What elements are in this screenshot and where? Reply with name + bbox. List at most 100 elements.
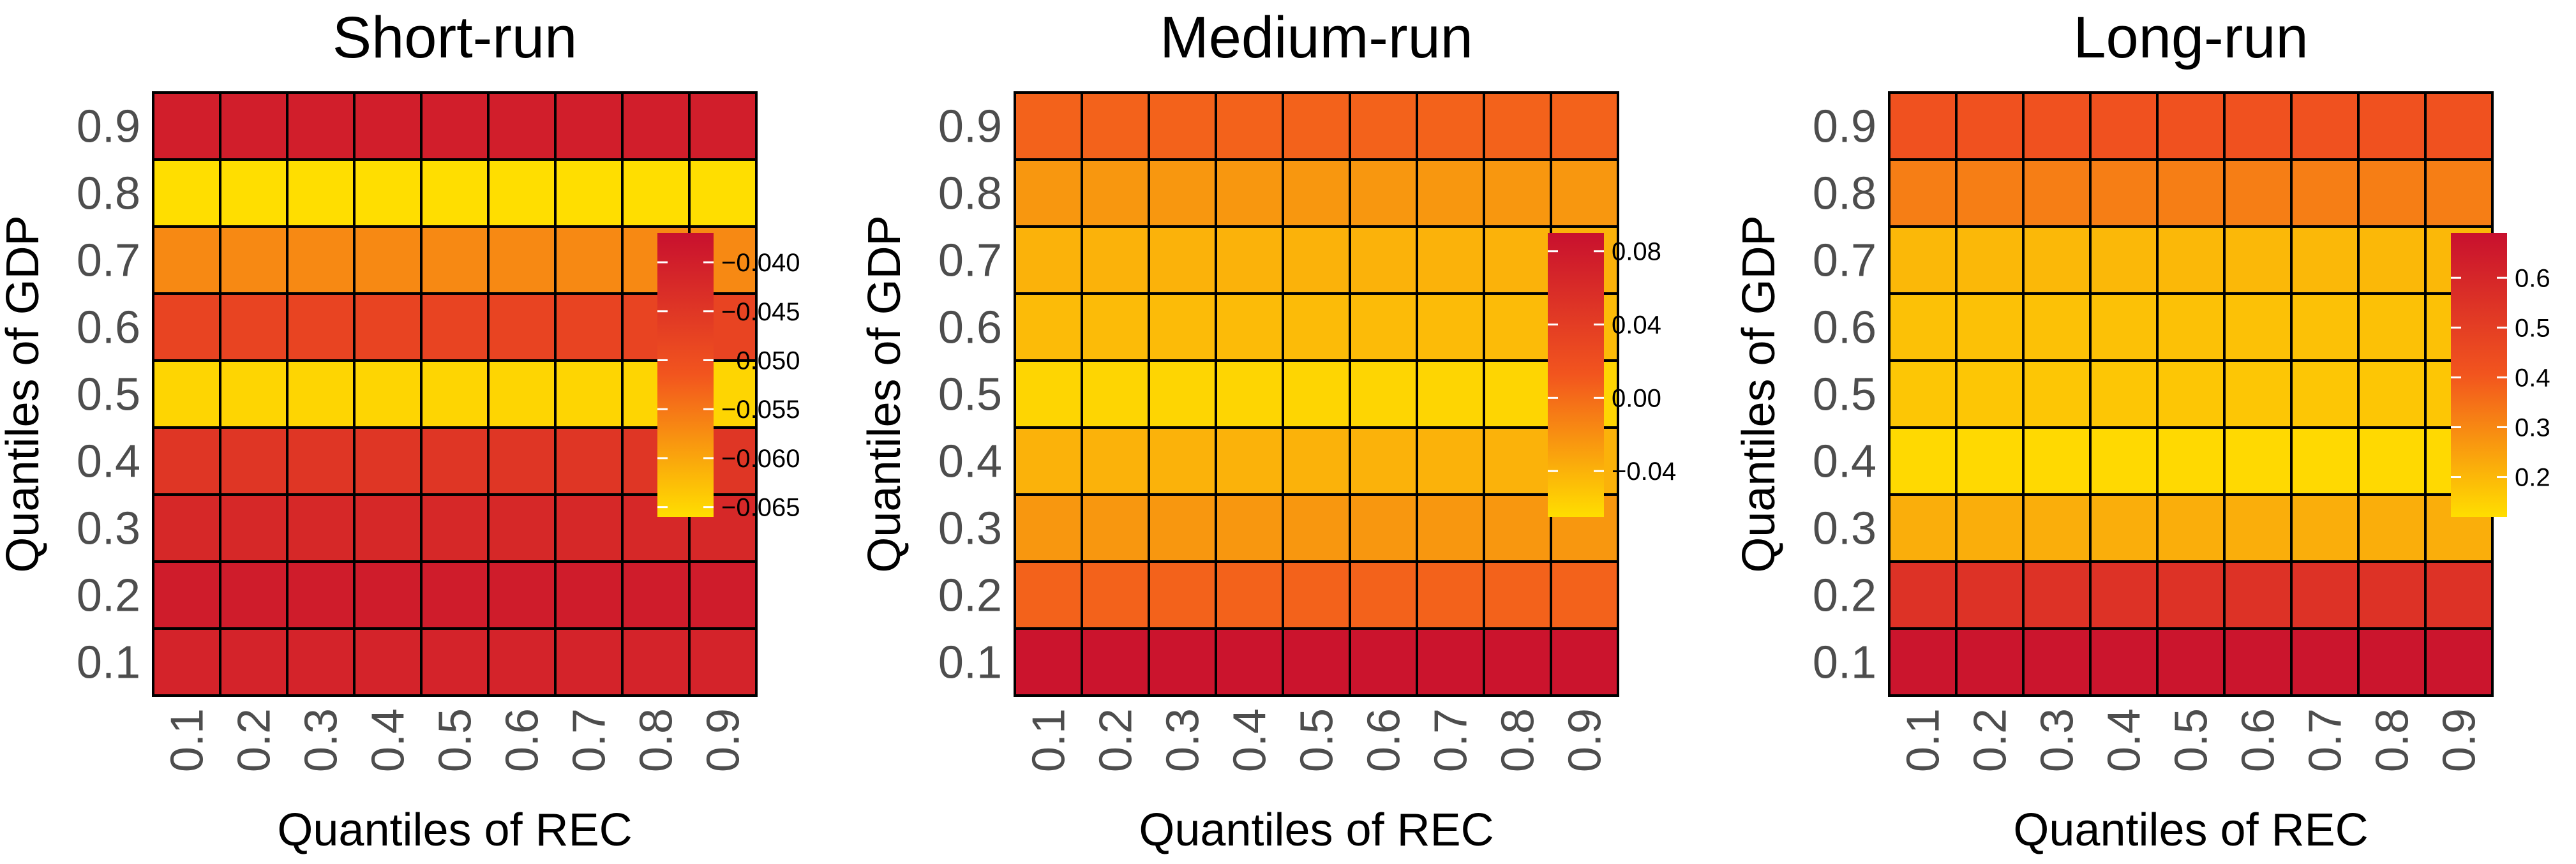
- heatmap-cell: [1955, 158, 2025, 228]
- heatmap-cell: [1014, 292, 1083, 362]
- heatmap-cell: [152, 426, 221, 496]
- heatmap-cell: [2089, 292, 2159, 362]
- heatmap-cell: [353, 493, 423, 563]
- heatmap-cell: [1081, 225, 1150, 295]
- y-axis-title: Quantiles of GDP: [859, 215, 910, 572]
- heatmap-cell: [1550, 560, 1619, 630]
- heatmap-cell: [1014, 225, 1083, 295]
- heatmap-cell: [152, 359, 221, 429]
- heatmap-cell: [1955, 292, 2025, 362]
- heatmap-cell: [1955, 627, 2025, 697]
- heatmap-cell: [1081, 292, 1150, 362]
- heatmap-cell: [1282, 627, 1351, 697]
- heatmap-cell: [219, 493, 288, 563]
- heatmap-cell: [219, 426, 288, 496]
- x-tick-label: 0.8: [631, 708, 682, 772]
- heatmap-cell: [219, 292, 288, 362]
- x-tick-label: 0.1: [1898, 708, 1949, 772]
- heatmap-cell: [688, 627, 758, 697]
- heatmap-cell: [1349, 225, 1418, 295]
- heatmap-cell: [1349, 493, 1418, 563]
- heatmap-cell: [1955, 91, 2025, 161]
- x-tick-label: 0.9: [2434, 708, 2485, 772]
- heatmap-cell: [2357, 91, 2427, 161]
- heatmap-cell: [353, 225, 423, 295]
- heatmap-cell: [2022, 426, 2092, 496]
- heatmap-cell: [1349, 560, 1418, 630]
- heatmap-cell: [1148, 158, 1217, 228]
- colorbar-tick-label: 0.3: [2515, 413, 2550, 442]
- heatmap-cell: [1014, 493, 1083, 563]
- heatmap-cell: [286, 426, 356, 496]
- x-tick-label: 0.2: [1965, 708, 2016, 772]
- heatmap-cell: [152, 627, 221, 697]
- y-tick-label: 0.7: [938, 235, 1002, 287]
- heatmap-cell: [554, 292, 624, 362]
- heatmap-cell: [1081, 359, 1150, 429]
- heatmap-cell: [1550, 91, 1619, 161]
- y-tick-label: 0.2: [77, 570, 140, 622]
- heatmap-cell: [1282, 359, 1351, 429]
- x-tick-label: 0.1: [162, 708, 213, 772]
- heatmap-cell: [621, 560, 691, 630]
- x-tick-label: 0.9: [1560, 708, 1611, 772]
- heatmap-cell: [2290, 91, 2360, 161]
- colorbar-tick-label: −0.050: [721, 346, 800, 375]
- heatmap-cell: [353, 91, 423, 161]
- heatmap-cell: [487, 91, 557, 161]
- colorbar-tick-label: 0.2: [2515, 464, 2550, 492]
- heatmap-cell: [2156, 627, 2226, 697]
- heatmap-cell: [554, 359, 624, 429]
- heatmap-cell: [152, 91, 221, 161]
- heatmap-cell: [219, 158, 288, 228]
- heatmap-cell: [2290, 560, 2360, 630]
- heatmap-cell: [353, 627, 423, 697]
- colorbar-tick-label: −0.065: [721, 494, 800, 522]
- heatmap-cell: [1416, 359, 1485, 429]
- heatmap-cell: [1148, 560, 1217, 630]
- heatmap-cell: [420, 292, 490, 362]
- colorbar-tick-label: 0.00: [1612, 384, 1661, 412]
- heatmap-cell: [2290, 225, 2360, 295]
- heatmap-cell: [2357, 359, 2427, 429]
- heatmap-cell: [1081, 158, 1150, 228]
- heatmap-cell: [2290, 426, 2360, 496]
- heatmap-cell: [2156, 292, 2226, 362]
- y-tick-label: 0.8: [938, 168, 1002, 220]
- heatmap-cell: [621, 91, 691, 161]
- heatmap-cell: [1282, 426, 1351, 496]
- x-tick-label: 0.6: [497, 708, 548, 772]
- heatmap-cell: [1014, 91, 1083, 161]
- heatmap-cell: [420, 225, 490, 295]
- y-tick-label: 0.5: [77, 369, 140, 421]
- heatmap-cell: [2156, 225, 2226, 295]
- x-tick-label: 0.7: [564, 708, 615, 772]
- heatmap-cell: [2223, 292, 2293, 362]
- heatmap-cell: [2089, 91, 2159, 161]
- heatmap-cell: [353, 292, 423, 362]
- heatmap-cell: [487, 225, 557, 295]
- heatmap-cell: [1215, 359, 1284, 429]
- colorbar-tick-label: −0.055: [721, 396, 800, 424]
- y-tick-label: 0.1: [938, 637, 1002, 689]
- y-tick-label: 0.9: [1813, 101, 1876, 153]
- x-tick-label: 0.3: [1158, 708, 1209, 772]
- heatmap-cell: [2022, 627, 2092, 697]
- heatmap-cell: [219, 225, 288, 295]
- heatmap-cell: [2156, 158, 2226, 228]
- heatmap-cell: [1148, 359, 1217, 429]
- x-tick-label: 0.9: [698, 708, 749, 772]
- x-tick-label: 0.6: [2233, 708, 2284, 772]
- heatmap-cell: [2223, 158, 2293, 228]
- heatmap-cell: [1483, 560, 1552, 630]
- heatmap-cell: [621, 627, 691, 697]
- y-tick-label: 0.7: [77, 235, 140, 287]
- heatmap-cell: [1955, 359, 2025, 429]
- heatmap-cell: [1215, 426, 1284, 496]
- y-axis-title: Quantiles of GDP: [1734, 215, 1785, 572]
- heatmap-cell: [152, 158, 221, 228]
- heatmap-cell: [1081, 560, 1150, 630]
- heatmap-cell: [1416, 158, 1485, 228]
- y-tick-label: 0.2: [938, 570, 1002, 622]
- heatmap-cell: [353, 359, 423, 429]
